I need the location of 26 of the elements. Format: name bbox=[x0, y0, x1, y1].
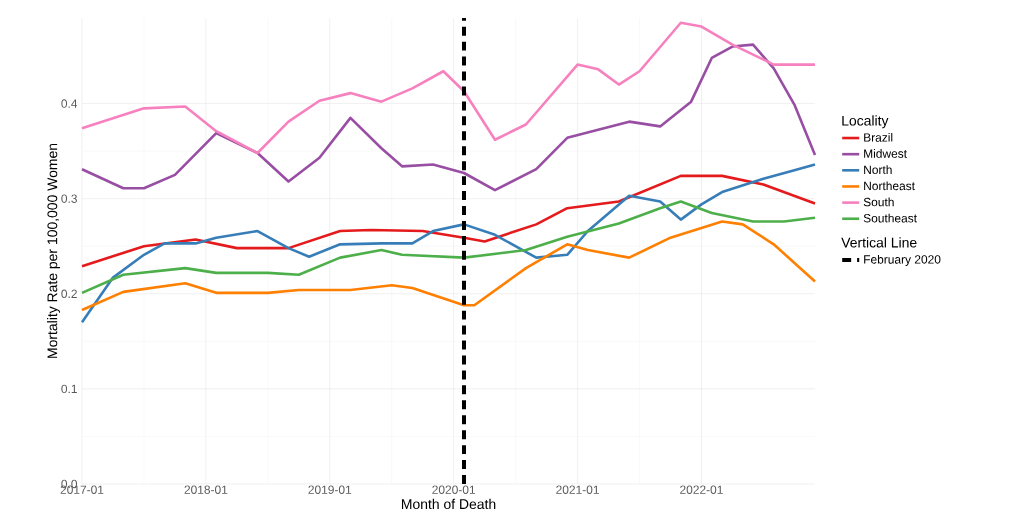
y-tick-label: 0.2 bbox=[61, 289, 77, 299]
legend-label: North bbox=[864, 165, 892, 175]
legend-title: Locality bbox=[842, 115, 889, 129]
y-axis-title: Mortality Rate per 100,000 Women bbox=[47, 143, 61, 358]
y-tick-label: 0.4 bbox=[61, 99, 78, 108]
legend-label: Northeast bbox=[864, 181, 915, 191]
line-series bbox=[80, 21, 817, 155]
legend-label: Brazil bbox=[864, 132, 893, 142]
text: Vertical Line bbox=[841, 237, 917, 248]
line-series bbox=[80, 200, 817, 295]
x-axis-title: Month of Death bbox=[401, 498, 496, 510]
legend-label: South bbox=[863, 197, 894, 207]
y-tick-label: 0.1 bbox=[61, 384, 77, 394]
x-tick-label: 2022-01 bbox=[680, 485, 723, 494]
legend-label: February 2020 bbox=[864, 254, 941, 267]
line-series bbox=[80, 43, 817, 192]
x-tick-label: 2018-01 bbox=[184, 485, 228, 494]
x-tick-label: 2021-01 bbox=[556, 485, 599, 494]
x-tick-label: 2019-01 bbox=[308, 485, 352, 494]
line-series bbox=[80, 163, 817, 324]
x-tick-label: 2020-01 bbox=[432, 485, 476, 494]
y-tick-label: 0.3 bbox=[61, 194, 77, 203]
line-series bbox=[80, 220, 817, 312]
legend-label: Southeast bbox=[863, 213, 917, 223]
line-series bbox=[80, 174, 817, 268]
legend-label: Midwest bbox=[864, 149, 907, 158]
